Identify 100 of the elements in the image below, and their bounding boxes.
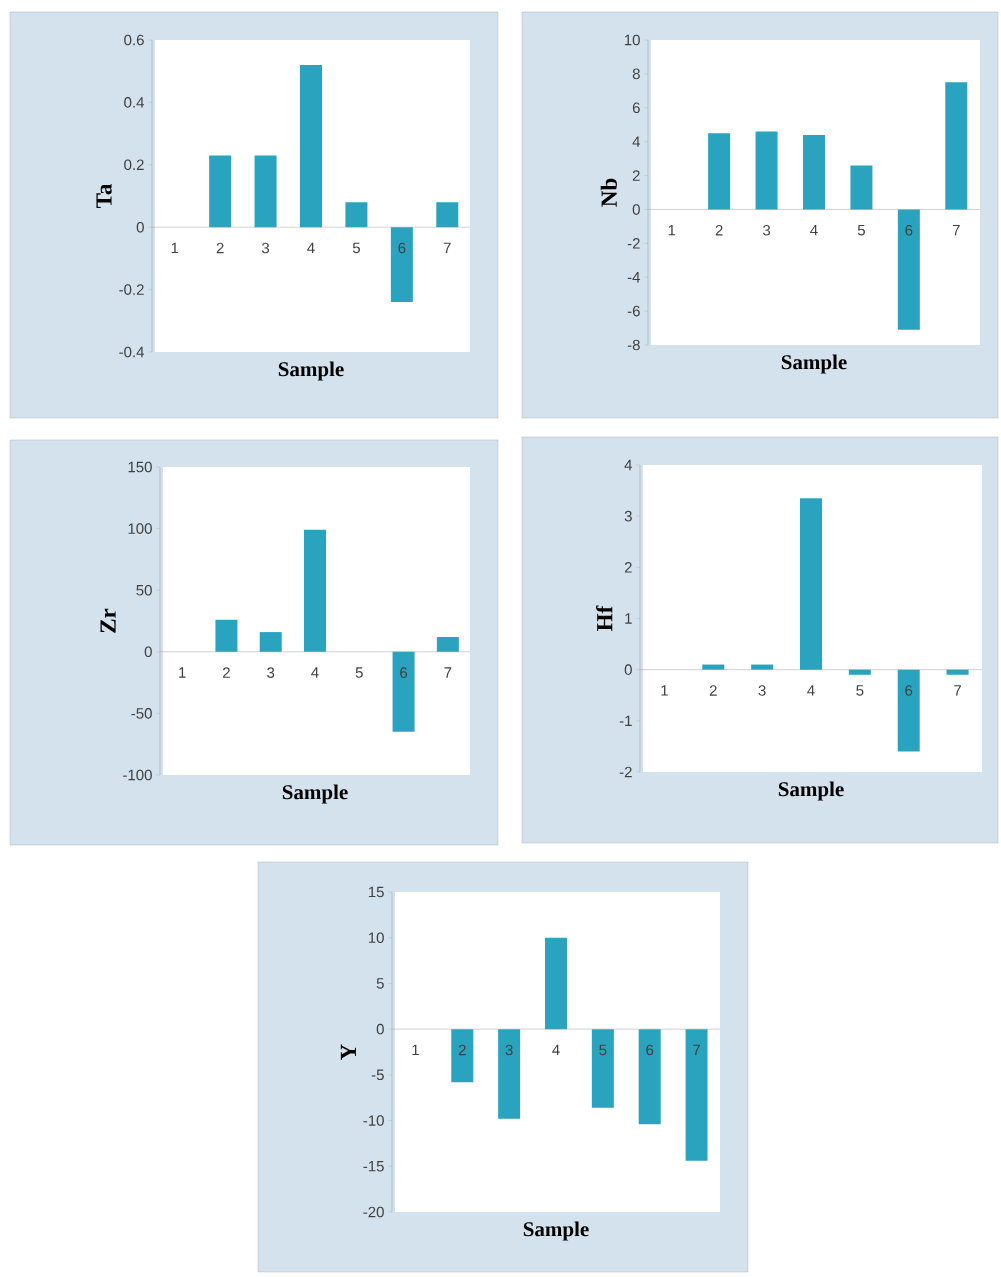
bar xyxy=(436,202,459,228)
bar xyxy=(254,155,277,228)
x-tick-label: 3 xyxy=(762,224,771,236)
y-tick-label: -15 xyxy=(363,1161,384,1172)
x-tick-label: 5 xyxy=(857,224,865,236)
y-tick-label: 0 xyxy=(144,646,152,658)
y-tick-label: 0.2 xyxy=(124,159,144,171)
y-axis-title: Nb xyxy=(600,178,617,207)
y-tick-label: 10 xyxy=(624,34,640,46)
bar xyxy=(300,64,322,228)
y-tick-label: 0 xyxy=(624,664,632,675)
x-tick-label: 2 xyxy=(223,667,230,678)
y-tick-label: -2 xyxy=(627,238,640,249)
x-tick-label: 7 xyxy=(444,667,452,678)
bar xyxy=(802,134,825,210)
x-tick-label: 6 xyxy=(646,1044,654,1056)
x-tick-label: 5 xyxy=(352,242,360,254)
bar xyxy=(209,155,232,228)
x-tick-label: 4 xyxy=(552,1044,560,1055)
x-tick-label: 1 xyxy=(661,685,668,696)
x-tick-label: 3 xyxy=(267,667,275,678)
x-tick-label: 6 xyxy=(398,242,406,254)
x-tick-label: 3 xyxy=(758,685,766,696)
x-tick-label: 5 xyxy=(856,685,864,696)
y-tick-label: 0.4 xyxy=(124,97,145,108)
x-tick-label: 5 xyxy=(355,667,363,678)
bar xyxy=(392,651,415,732)
bar xyxy=(755,131,778,210)
y-tick-label: -4 xyxy=(627,272,641,283)
x-tick-label: 6 xyxy=(905,685,913,696)
y-tick-label: 150 xyxy=(128,461,152,473)
y-tick-label: 3 xyxy=(624,510,632,522)
y-axis-title: Hf xyxy=(596,605,613,631)
x-axis-title: Sample xyxy=(781,354,847,374)
y-tick-label: -20 xyxy=(363,1206,384,1218)
bar xyxy=(897,209,920,330)
x-tick-label: 4 xyxy=(810,224,818,236)
x-tick-label: 7 xyxy=(443,242,451,254)
x-tick-label: 7 xyxy=(954,685,961,696)
x-tick-label: 1 xyxy=(179,667,186,678)
bar xyxy=(945,82,968,210)
y-tick-label: -5 xyxy=(371,1069,384,1081)
x-tick-label: 2 xyxy=(709,685,717,696)
bar xyxy=(897,669,920,752)
x-axis-title: Sample xyxy=(523,1221,589,1241)
x-tick-label: 4 xyxy=(311,667,319,678)
y-tick-label: -1 xyxy=(619,715,632,726)
y-tick-label: 100 xyxy=(128,523,152,534)
y-tick-label: 10 xyxy=(368,932,384,944)
y-tick-label: 0 xyxy=(376,1023,384,1035)
x-tick-label: 2 xyxy=(216,242,224,254)
y-tick-label: 8 xyxy=(632,68,640,80)
bar xyxy=(304,529,326,652)
y-tick-label: 0 xyxy=(136,221,144,233)
bar xyxy=(259,632,282,652)
x-axis-title: Sample xyxy=(278,361,344,381)
bar xyxy=(850,165,873,210)
bar xyxy=(390,227,413,303)
x-tick-label: 6 xyxy=(400,667,408,678)
x-tick-label: 1 xyxy=(668,224,676,236)
y-tick-label: -100 xyxy=(123,769,152,781)
y-tick-label: 0.6 xyxy=(124,34,144,46)
x-tick-label: 3 xyxy=(505,1044,513,1056)
y-axis-title: Y xyxy=(340,1044,356,1060)
y-tick-label: -10 xyxy=(363,1115,384,1126)
x-tick-label: 5 xyxy=(599,1044,607,1056)
x-tick-label: 2 xyxy=(715,224,723,236)
y-tick-label: -6 xyxy=(627,305,640,317)
y-tick-label: -0.4 xyxy=(119,346,145,358)
x-tick-label: 1 xyxy=(412,1044,419,1055)
y-tick-label: 1 xyxy=(625,613,632,624)
y-tick-label: 50 xyxy=(136,584,152,596)
bar xyxy=(848,669,871,675)
y-tick-label: -2 xyxy=(619,766,632,778)
x-tick-label: 2 xyxy=(458,1044,466,1056)
x-axis-title: Sample xyxy=(282,784,348,804)
y-tick-label: 6 xyxy=(632,102,640,114)
x-tick-label: 6 xyxy=(905,224,913,236)
bar xyxy=(215,619,238,652)
y-tick-label: 15 xyxy=(368,886,384,898)
y-axis-title: Zr xyxy=(100,608,116,633)
y-tick-label: -8 xyxy=(627,339,640,351)
y-tick-label: 2 xyxy=(632,170,640,181)
bar xyxy=(708,133,731,210)
x-tick-label: 1 xyxy=(171,242,179,254)
x-tick-label: 4 xyxy=(307,242,315,254)
x-tick-label: 7 xyxy=(952,224,960,236)
x-axis-title: Sample xyxy=(778,781,844,801)
bar xyxy=(800,498,822,670)
x-tick-label: 4 xyxy=(807,685,815,696)
bar xyxy=(946,669,969,675)
bar xyxy=(436,637,459,652)
y-axis-title: Ta xyxy=(96,183,112,208)
y-tick-label: 2 xyxy=(624,562,632,573)
x-tick-label: 3 xyxy=(261,242,270,254)
y-tick-label: 4 xyxy=(632,136,641,147)
x-tick-label: 7 xyxy=(693,1044,700,1055)
y-tick-label: 5 xyxy=(376,978,384,989)
bar xyxy=(345,202,368,228)
y-tick-label: -50 xyxy=(131,708,152,719)
